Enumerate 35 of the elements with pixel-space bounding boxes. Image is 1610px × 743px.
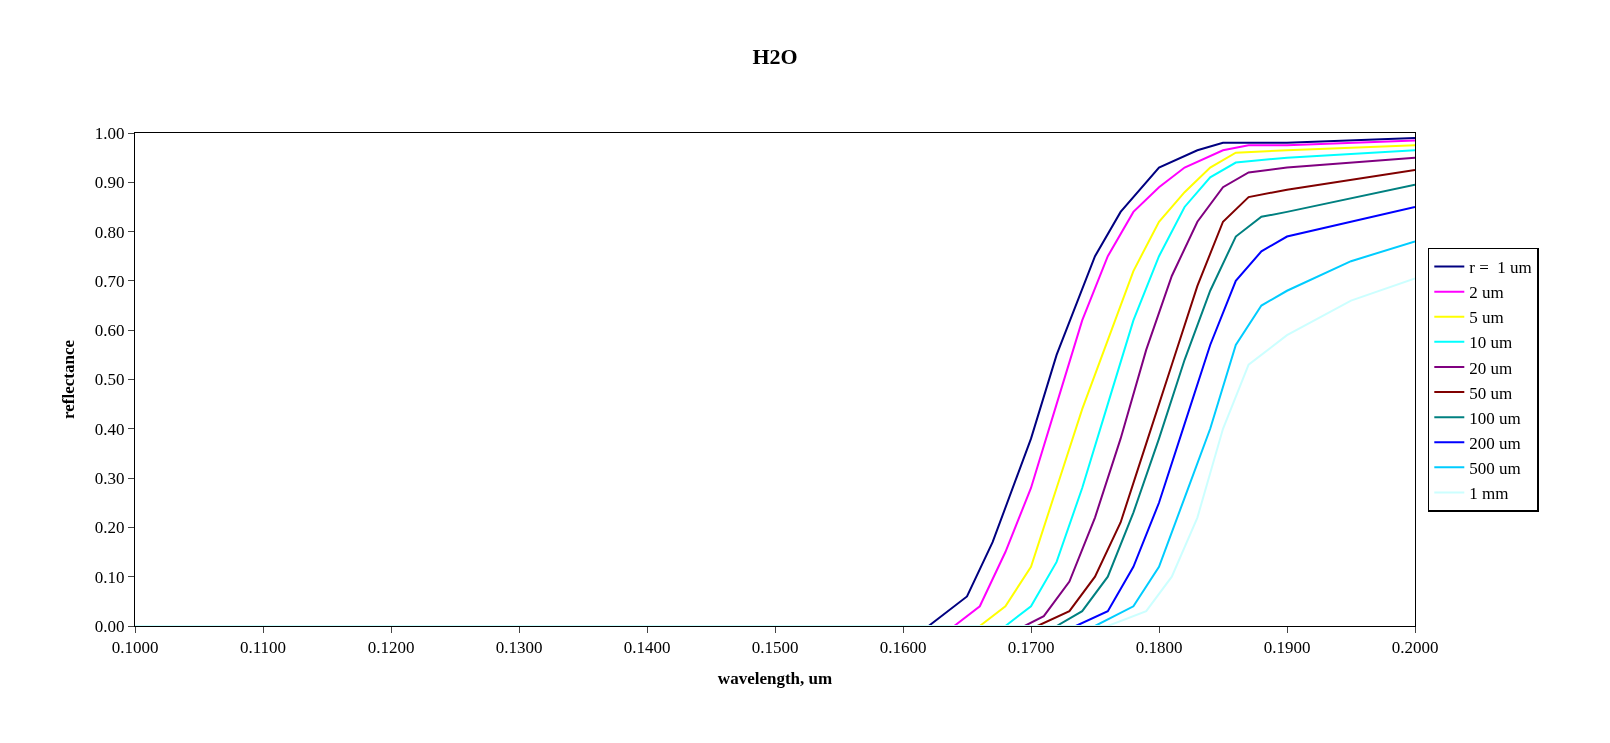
- y-tick-label: 0.60: [94, 321, 125, 341]
- x-tick-label: 0.1500: [751, 638, 799, 658]
- x-axis-title: wavelength, um: [717, 668, 833, 688]
- y-tick-label: 0.90: [94, 173, 125, 193]
- x-tick-label: 0.1900: [1263, 638, 1311, 658]
- x-tick-label: 0.2000: [1391, 638, 1439, 658]
- y-tick-label: 0.80: [94, 222, 125, 242]
- legend-label: 50 um: [1469, 383, 1513, 403]
- legend-label: 500 um: [1469, 458, 1521, 478]
- x-tick-label: 0.1200: [367, 638, 415, 658]
- chart-title: H2O: [752, 43, 798, 69]
- y-tick-label: 0.20: [94, 518, 125, 538]
- legend-label: 1 mm: [1469, 484, 1509, 504]
- y-tick-label: 0.10: [94, 567, 125, 587]
- x-tick-label: 0.1100: [239, 638, 287, 658]
- y-tick-label: 0.40: [94, 419, 125, 439]
- x-tick-label: 0.1600: [879, 638, 927, 658]
- x-tick-label: 0.1400: [623, 638, 671, 658]
- x-tick-label: 0.1000: [111, 638, 159, 658]
- y-tick-label: 0.30: [94, 469, 125, 489]
- legend-label: 2 um: [1469, 283, 1504, 303]
- legend-label: 200 um: [1469, 433, 1521, 453]
- x-tick-label: 0.1800: [1135, 638, 1183, 658]
- y-tick-label: 0.00: [94, 616, 125, 636]
- legend-label: r = 1 um: [1469, 258, 1532, 278]
- y-axis-title: reflectance: [59, 339, 79, 419]
- x-tick-label: 0.1300: [495, 638, 543, 658]
- y-tick-label: 0.70: [94, 271, 125, 291]
- legend-label: 20 um: [1469, 358, 1513, 378]
- legend-label: 10 um: [1469, 333, 1513, 353]
- legend-label: 100 um: [1469, 408, 1521, 428]
- legend-label: 5 um: [1469, 308, 1504, 328]
- y-tick-label: 0.50: [94, 370, 125, 390]
- y-tick-label: 1.00: [94, 123, 125, 143]
- x-tick-label: 0.1700: [1007, 638, 1055, 658]
